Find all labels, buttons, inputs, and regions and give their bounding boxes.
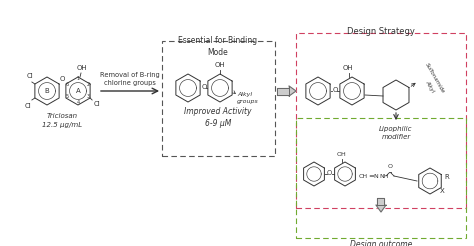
Text: O: O	[388, 164, 392, 169]
Text: Essential for Binding
Mode: Essential for Binding Mode	[178, 36, 257, 57]
Text: NH: NH	[379, 173, 389, 179]
Text: B: B	[45, 88, 49, 94]
Text: Cl: Cl	[94, 101, 101, 107]
Text: Sulfonamide: Sulfonamide	[424, 62, 446, 94]
Bar	[296, 118, 466, 238]
Text: 5: 5	[66, 94, 69, 99]
Text: Cl: Cl	[26, 73, 33, 79]
Text: Alkyl: Alkyl	[425, 79, 436, 93]
Polygon shape	[277, 88, 289, 94]
Text: 6: 6	[66, 82, 69, 88]
Text: O: O	[201, 84, 207, 90]
Text: Improved Activity
6-9 μM: Improved Activity 6-9 μM	[184, 107, 252, 128]
Polygon shape	[376, 205, 386, 212]
Text: Removal of B-ring
chlorine groups: Removal of B-ring chlorine groups	[100, 72, 160, 86]
Text: Triclosan
12.5 μg/mL: Triclosan 12.5 μg/mL	[42, 113, 82, 127]
Text: R: R	[444, 174, 449, 180]
Polygon shape	[377, 198, 384, 205]
Text: 3: 3	[87, 94, 90, 99]
Polygon shape	[289, 86, 296, 96]
Bar	[162, 41, 275, 156]
Text: Lipophilic
modifier: Lipophilic modifier	[379, 126, 413, 140]
Text: O: O	[327, 170, 332, 176]
Text: OH: OH	[337, 152, 347, 157]
Text: 4: 4	[76, 101, 80, 106]
Text: A: A	[76, 88, 81, 94]
Bar	[296, 33, 466, 208]
Text: OH: OH	[215, 62, 225, 68]
Text: Alkyl
groups: Alkyl groups	[237, 92, 259, 104]
Text: OH: OH	[77, 65, 87, 71]
Text: OH: OH	[343, 65, 353, 71]
Text: 2: 2	[87, 82, 90, 88]
Text: O: O	[60, 76, 65, 82]
Text: O: O	[332, 87, 337, 93]
Text: 1: 1	[76, 77, 80, 81]
Text: X: X	[440, 188, 445, 194]
Text: Cl: Cl	[24, 103, 31, 109]
Text: N: N	[373, 173, 378, 179]
Text: Design Strategy: Design Strategy	[347, 27, 415, 36]
Text: CH: CH	[359, 173, 368, 179]
Text: =: =	[368, 173, 374, 179]
Text: Design outcome
logP: 3-5: Design outcome logP: 3-5	[350, 240, 412, 246]
